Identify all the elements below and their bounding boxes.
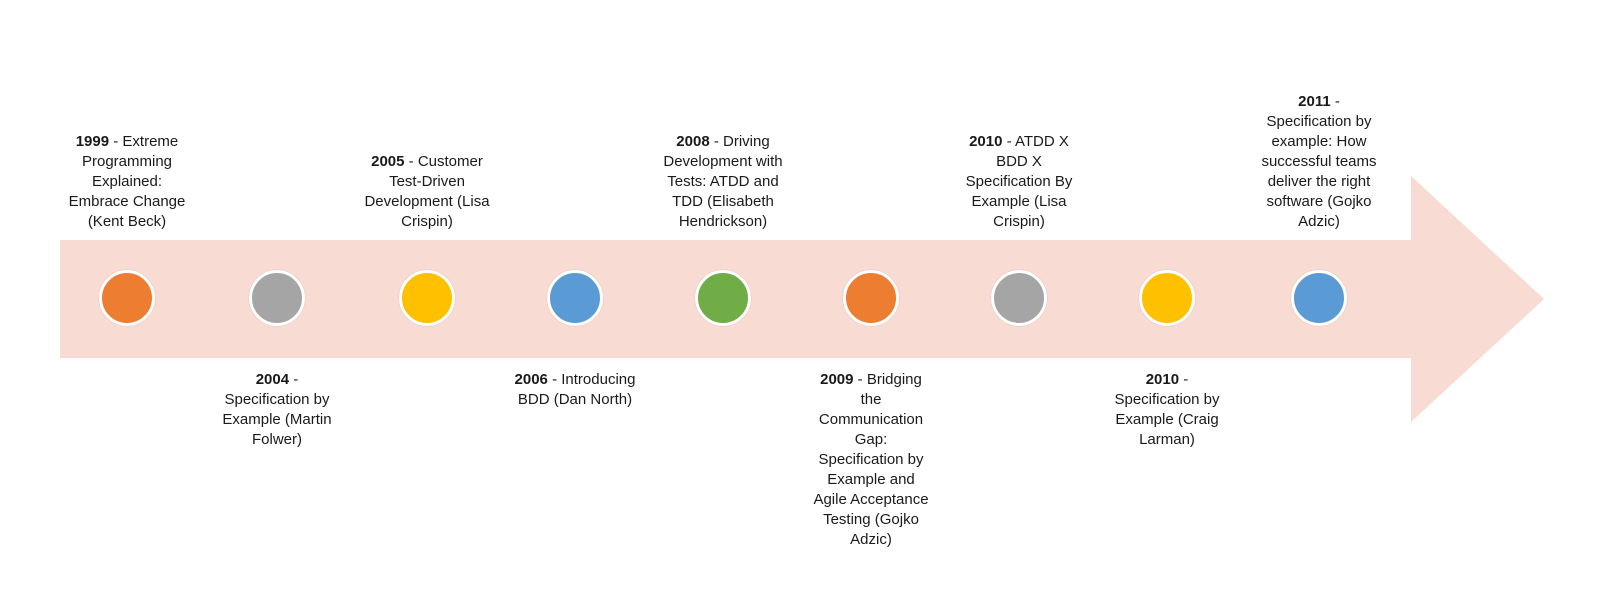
event-dot-2006 xyxy=(547,270,603,326)
event-label-1999: 1999 - Extreme Programming Explained: Em… xyxy=(62,132,192,232)
event-separator: - xyxy=(109,133,123,150)
event-dot-2005 xyxy=(399,270,455,326)
event-label-2011: 2011 - Specification by example: How suc… xyxy=(1256,92,1382,232)
event-description: Specification by example: How successful… xyxy=(1261,113,1377,230)
event-label-2009: 2009 - Bridging the Communication Gap: S… xyxy=(811,370,931,550)
event-separator: - xyxy=(1179,371,1189,388)
event-description: Bridging the Communication Gap: Specific… xyxy=(813,371,929,548)
event-separator: - xyxy=(1002,133,1015,150)
event-description: Specification by Example (Craig Larman) xyxy=(1114,391,1220,448)
event-year: 2005 xyxy=(371,153,405,170)
event-separator: - xyxy=(709,133,724,150)
event-label-2006: 2006 - Introducing BDD (Dan North) xyxy=(510,370,640,410)
event-dot-2008 xyxy=(695,270,751,326)
timeline-arrow-head xyxy=(1411,176,1544,422)
event-year: 1999 xyxy=(75,133,110,150)
event-separator: - xyxy=(1330,93,1340,110)
event-description: Specification by Example (Martin Folwer) xyxy=(222,391,332,448)
event-label-2005: 2005 - Customer Test-Driven Development … xyxy=(362,152,492,232)
event-description: Driving Development with Tests: ATDD and… xyxy=(663,133,783,230)
event-year: 2009 xyxy=(820,371,854,388)
event-dot-2010-larman xyxy=(1139,270,1195,326)
event-description: Customer Test-Driven Development (Lisa C… xyxy=(364,153,490,230)
event-year: 2008 xyxy=(676,133,710,150)
event-year: 2011 xyxy=(1298,93,1331,110)
event-label-2010-larman: 2010 - Specification by Example (Craig L… xyxy=(1102,370,1232,450)
event-year: 2010 xyxy=(969,133,1003,150)
event-year: 2006 xyxy=(514,371,548,388)
event-year: 2004 xyxy=(255,371,290,388)
event-description: Extreme Programming Explained: Embrace C… xyxy=(68,133,186,230)
event-label-2010-atdd: 2010 - ATDD X BDD X Specification By Exa… xyxy=(954,132,1084,232)
event-separator: - xyxy=(289,371,299,388)
event-dot-2011 xyxy=(1291,270,1347,326)
event-separator: - xyxy=(404,153,418,170)
event-separator: - xyxy=(547,371,562,388)
event-label-2008: 2008 - Driving Development with Tests: A… xyxy=(658,132,788,232)
event-label-2004: 2004 - Specification by Example (Martin … xyxy=(212,370,342,450)
event-dot-2010-atdd xyxy=(991,270,1047,326)
event-dot-2009 xyxy=(843,270,899,326)
event-description: Introducing BDD (Dan North) xyxy=(517,371,636,408)
event-dot-2004 xyxy=(249,270,305,326)
event-year: 2010 xyxy=(1145,371,1180,388)
event-dot-1999 xyxy=(99,270,155,326)
event-separator: - xyxy=(853,371,867,388)
event-description: ATDD X BDD X Specification By Example (L… xyxy=(965,133,1073,230)
